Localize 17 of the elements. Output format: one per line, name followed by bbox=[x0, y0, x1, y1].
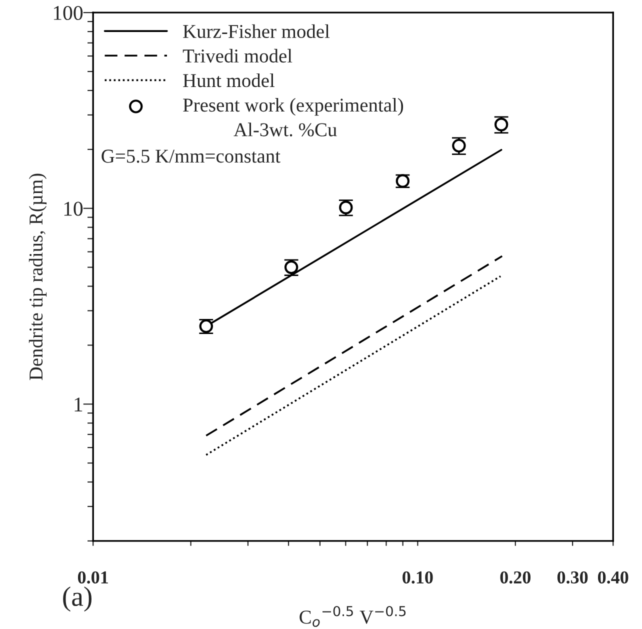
legend-label: Hunt model bbox=[183, 73, 274, 88]
legend-label: Kurz-Fisher model bbox=[183, 24, 330, 38]
y-tick-label: 100 bbox=[54, 6, 83, 20]
x-tick-label: 0.20 bbox=[500, 571, 531, 584]
x-axis-title: C$_{o}$$^{−0.5}$ V$^{−0.5}$ bbox=[300, 606, 406, 627]
x-tick-label: 0.10 bbox=[402, 571, 433, 584]
text: (a) bbox=[63, 586, 92, 612]
x-tick-label: 0.01 bbox=[78, 571, 108, 584]
x-tick-label: 0.30 bbox=[557, 571, 588, 584]
legend-label: Trivedi model bbox=[182, 48, 292, 63]
y-tick-label: 1 bbox=[74, 398, 82, 412]
y-tick-label: 10 bbox=[64, 202, 83, 216]
y-axis-title: Dendrite tip radius, R(µm) bbox=[28, 174, 47, 380]
legend-label: Present work (experimental) bbox=[183, 98, 404, 116]
annotation: Al-3wt. %Cu bbox=[234, 122, 337, 136]
annotation: G=5.5 K/mm=constant bbox=[102, 150, 280, 163]
x-tick-label: 0.40 bbox=[598, 571, 628, 584]
